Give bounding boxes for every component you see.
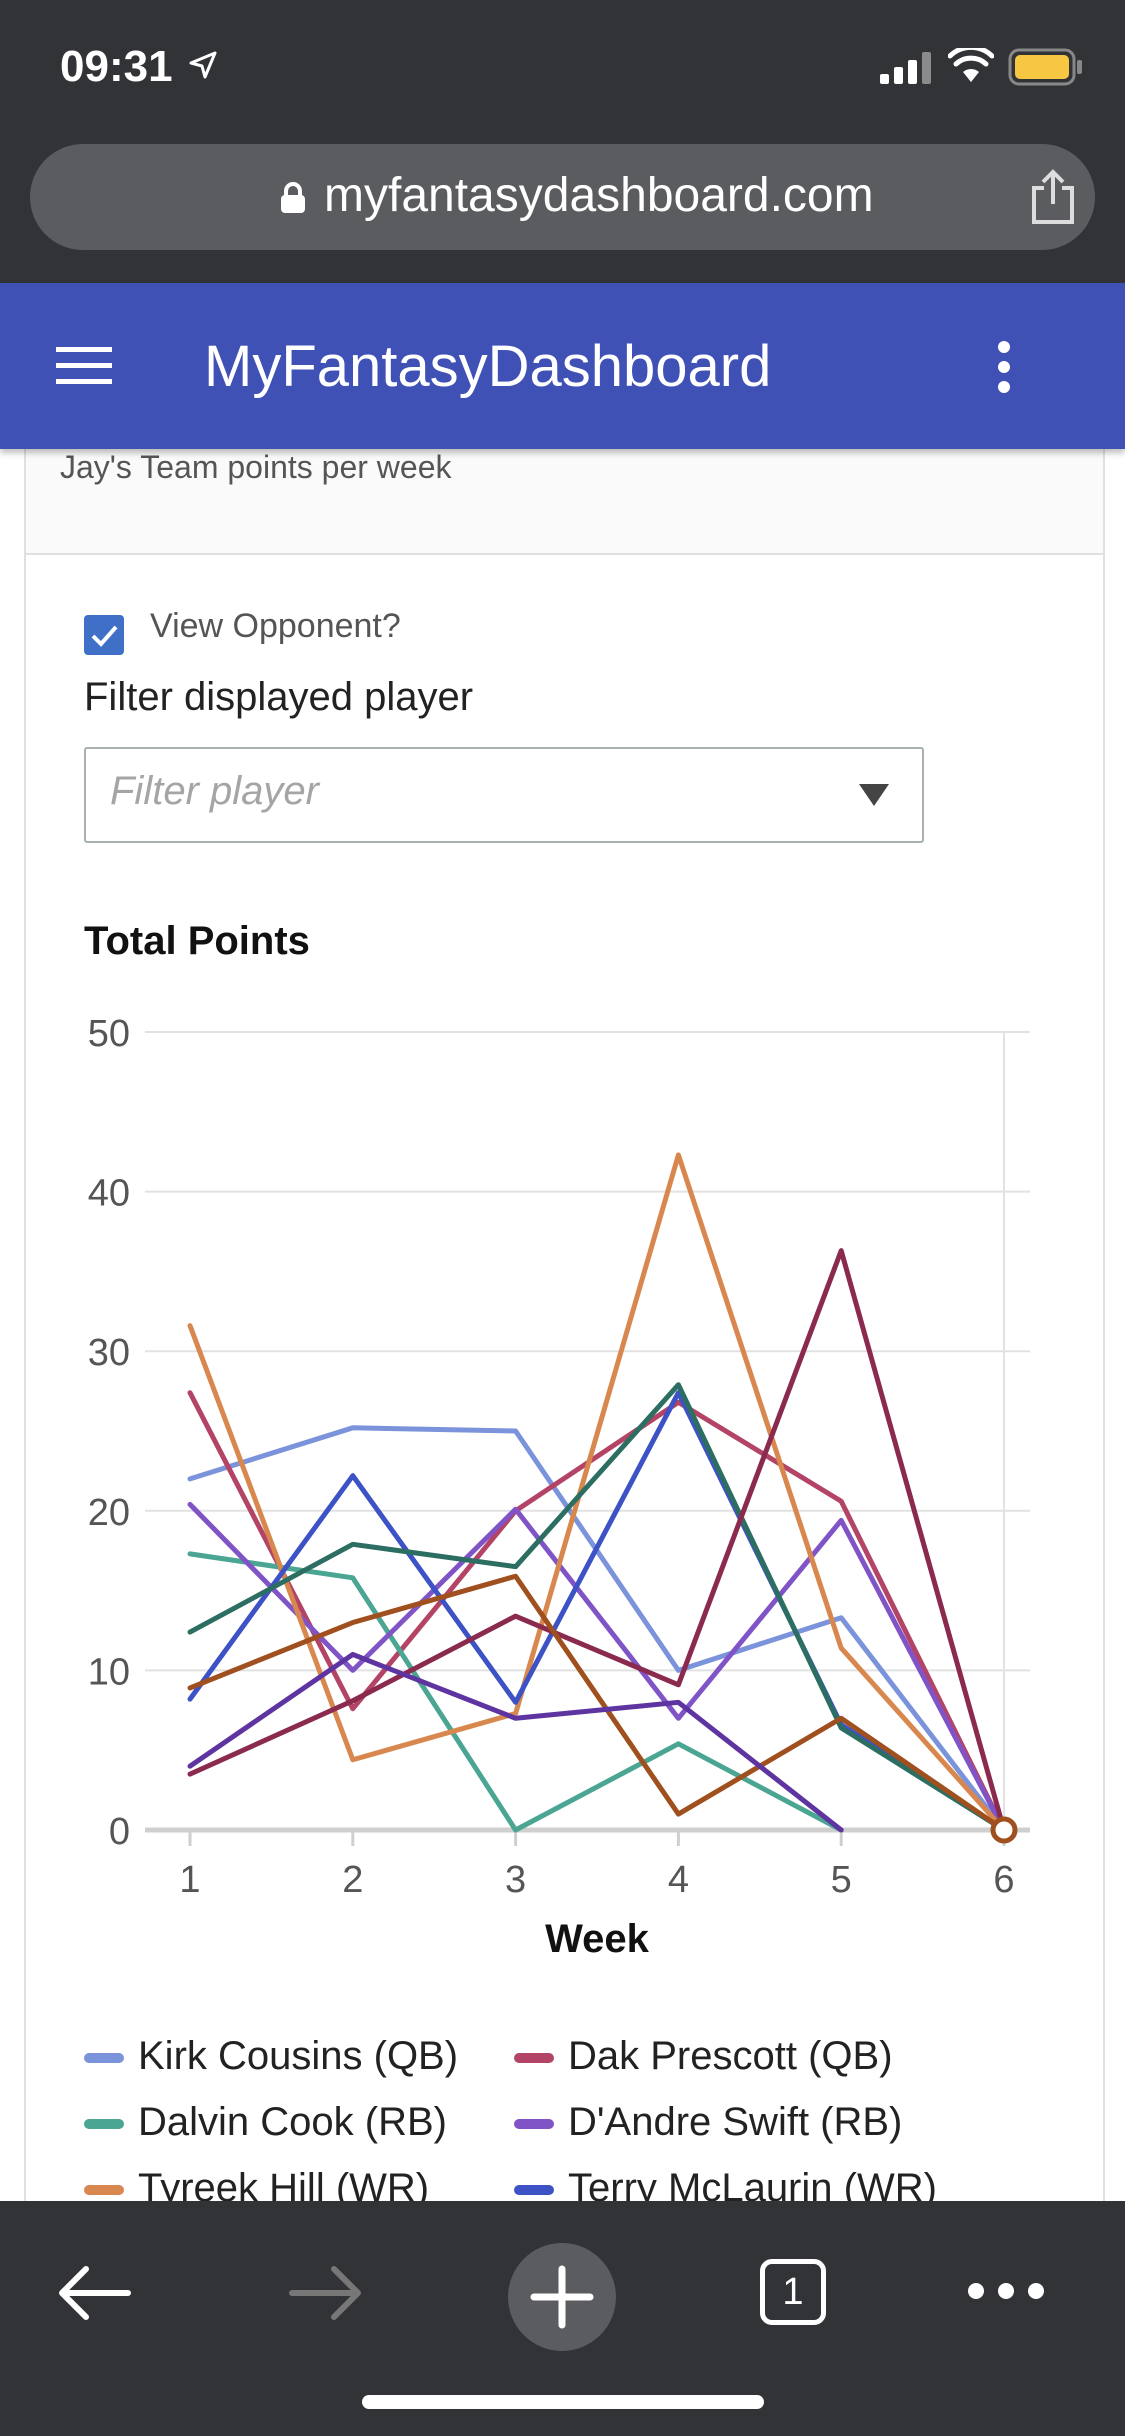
legend-label: Dalvin Cook (RB) <box>138 2100 447 2144</box>
line-chart: 0 10 20 30 40 50 1 2 3 4 5 6 Week <box>88 1013 1030 1961</box>
lock-icon <box>280 182 306 219</box>
dropdown-arrow-icon[interactable] <box>858 783 890 812</box>
legend-label: Dak Prescott (QB) <box>568 2034 893 2078</box>
legend-label: Kirk Cousins (QB) <box>138 2034 459 2078</box>
cellular-signal-icon <box>880 52 936 89</box>
url-text[interactable]: myfantasydashboard.com <box>324 169 874 222</box>
x-tick-label: 2 <box>342 1859 363 1901</box>
status-bar: 09:31 <box>0 0 1125 140</box>
hamburger-menu-icon[interactable] <box>56 345 112 392</box>
filter-placeholder: Filter player <box>110 769 319 813</box>
filter-label: Filter displayed player <box>84 675 474 719</box>
filter-player-select[interactable]: Filter player <box>84 747 924 843</box>
series-line <box>187 1152 1007 1833</box>
location-arrow-icon <box>188 50 218 85</box>
forward-arrow-icon[interactable] <box>288 2263 364 2328</box>
legend-swatch <box>84 2053 124 2064</box>
series-line <box>187 1390 1007 1833</box>
app-title: MyFantasyDashboard <box>204 334 772 399</box>
view-opponent-label[interactable]: View Opponent? <box>150 607 401 645</box>
series-line <box>187 1501 1007 1833</box>
x-tick-label: 6 <box>993 1859 1014 1901</box>
legend-swatch <box>84 2119 124 2130</box>
page-content: Jay's Team points per week View Opponent… <box>0 449 1125 2201</box>
legend-item[interactable]: Dak Prescott (QB) <box>514 2034 893 2079</box>
legend-swatch <box>84 2185 124 2196</box>
browser-chrome: myfantasydashboard.com <box>0 140 1125 283</box>
legend-item[interactable]: Terry McLaurin (WR) <box>514 2166 937 2201</box>
share-icon[interactable] <box>1030 168 1076 231</box>
legend-swatch <box>514 2185 554 2196</box>
y-tick-label: 30 <box>88 1332 130 1374</box>
y-tick-label: 10 <box>88 1651 130 1693</box>
legend-item[interactable]: Dalvin Cook (RB) <box>84 2100 447 2145</box>
legend-label: D'Andre Swift (RB) <box>568 2100 903 2144</box>
address-bar[interactable]: myfantasydashboard.com <box>30 144 1095 250</box>
plus-icon <box>530 2265 594 2329</box>
legend-swatch <box>514 2119 554 2130</box>
legend-item[interactable]: Kirk Cousins (QB) <box>84 2034 458 2079</box>
card-header <box>24 449 1105 555</box>
x-tick-label: 1 <box>179 1859 200 1901</box>
more-vert-icon[interactable] <box>994 341 1014 398</box>
legend-label: Terry McLaurin (WR) <box>568 2166 937 2201</box>
series-line <box>187 1651 844 1833</box>
x-tick-label: 5 <box>831 1859 852 1901</box>
app-bar: MyFantasyDashboard <box>0 283 1125 449</box>
x-axis-label: Week <box>545 1917 650 1961</box>
y-tick-label: 20 <box>88 1492 130 1534</box>
back-arrow-icon[interactable] <box>56 2263 132 2328</box>
legend-label: Tyreek Hill (WR) <box>138 2166 430 2201</box>
new-tab-button[interactable] <box>508 2243 616 2351</box>
series-line <box>187 1248 1007 1833</box>
series-end-marker <box>990 1816 1018 1844</box>
x-tick-label: 4 <box>668 1859 689 1901</box>
series-line <box>187 1382 1007 1833</box>
chart-title: Total Points <box>84 919 310 963</box>
more-horiz-icon[interactable] <box>966 2281 1046 2306</box>
home-indicator <box>362 2395 764 2409</box>
browser-toolbar: 1 <box>0 2201 1125 2436</box>
legend-swatch <box>514 2053 554 2064</box>
x-tick-label: 3 <box>505 1859 526 1901</box>
y-tick-label: 40 <box>88 1173 130 1215</box>
legend-item[interactable]: Tyreek Hill (WR) <box>84 2166 429 2201</box>
wifi-icon <box>947 44 995 89</box>
view-opponent-checkbox[interactable] <box>84 615 124 655</box>
series-line <box>187 1573 1007 1833</box>
battery-icon <box>1008 48 1084 91</box>
status-time: 09:31 <box>60 42 173 91</box>
y-tick-label: 0 <box>109 1811 130 1853</box>
legend-item[interactable]: D'Andre Swift (RB) <box>514 2100 902 2145</box>
tabs-count-button[interactable]: 1 <box>760 2259 826 2325</box>
series-line <box>187 1551 844 1833</box>
y-tick-label: 50 <box>88 1013 130 1055</box>
card-subtitle: Jay's Team points per week <box>60 449 452 485</box>
